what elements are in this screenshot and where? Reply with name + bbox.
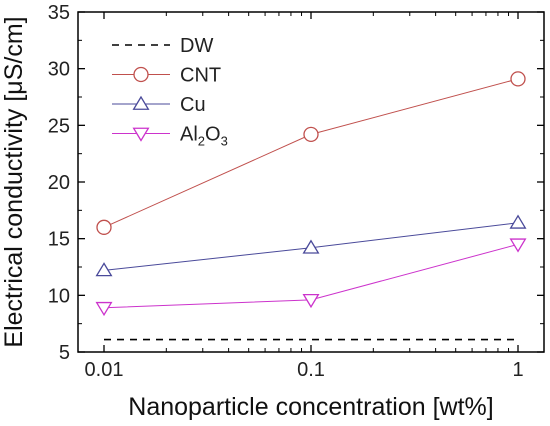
legend-marker xyxy=(132,127,150,142)
data-point xyxy=(509,214,527,229)
data-point xyxy=(509,238,527,253)
legend-marker xyxy=(132,95,150,110)
data-point xyxy=(95,301,113,317)
x-tick-label: 0.1 xyxy=(297,359,325,381)
legend: DW CNT Cu Al2O3 xyxy=(112,35,228,149)
y-axis-title: Electrical conductivity [μS/cm] xyxy=(0,16,28,347)
legend-label: DW xyxy=(180,35,213,57)
plot-layer: 5 10 15 20 25 30 35 0.01 0.1 1 xyxy=(48,2,544,381)
y-tick-label: 20 xyxy=(48,172,70,194)
data-point xyxy=(510,71,526,87)
legend-marker xyxy=(133,66,149,83)
data-point xyxy=(302,293,320,309)
series-line-1 xyxy=(103,78,519,228)
x-tick-label: 1 xyxy=(512,359,523,381)
y-tick-label: 5 xyxy=(59,342,70,364)
x-tick-label: 0.01 xyxy=(85,359,124,381)
data-point xyxy=(302,239,320,254)
data-point xyxy=(96,219,112,235)
y-tick-label: 30 xyxy=(48,59,70,81)
y-tick-label: 10 xyxy=(48,285,70,307)
data-point xyxy=(95,262,113,277)
legend-label: Al2O3 xyxy=(180,124,228,149)
legend-label: CNT xyxy=(180,65,221,87)
x-axis-title: Nanoparticle concentration [wt%] xyxy=(128,393,493,421)
y-tick-label: 35 xyxy=(48,2,70,24)
y-tick-label: 25 xyxy=(48,115,70,137)
legend-label: Cu xyxy=(180,94,206,116)
data-point xyxy=(303,126,319,143)
y-tick-label: 15 xyxy=(48,229,70,251)
